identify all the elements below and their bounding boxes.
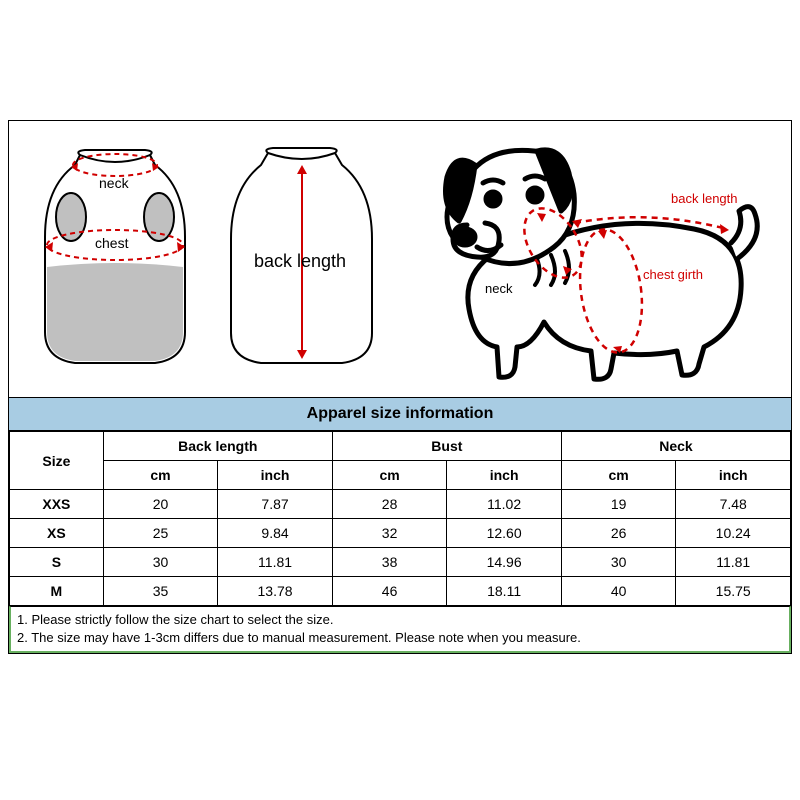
label-neck-dog: neck: [485, 281, 512, 296]
cell: 30: [103, 548, 218, 577]
note-line-2: 2. The size may have 1-3cm differs due t…: [17, 629, 783, 647]
cell-size: XXS: [10, 490, 104, 519]
cell: 19: [561, 490, 676, 519]
cell: 14.96: [447, 548, 562, 577]
cell: 18.11: [447, 577, 562, 606]
vest-back-icon: back length: [224, 147, 379, 367]
cell: 35: [103, 577, 218, 606]
cell: 30: [561, 548, 676, 577]
col-nk-cm: cm: [561, 461, 676, 490]
col-bl-cm: cm: [103, 461, 218, 490]
header-row-1: Size Back length Bust Neck: [10, 432, 791, 461]
cell: 10.24: [676, 519, 791, 548]
cell: 28: [332, 490, 447, 519]
size-table: Size Back length Bust Neck cm inch cm in…: [9, 431, 791, 606]
cell-size: XS: [10, 519, 104, 548]
col-bu-cm: cm: [332, 461, 447, 490]
note-line-1: 1. Please strictly follow the size chart…: [17, 611, 783, 629]
size-chart-container: neck chest back length: [8, 120, 792, 654]
cell-size: M: [10, 577, 104, 606]
cell: 11.81: [218, 548, 333, 577]
col-bl-in: inch: [218, 461, 333, 490]
cell: 12.60: [447, 519, 562, 548]
label-neck: neck: [99, 175, 129, 191]
cell: 38: [332, 548, 447, 577]
cell: 7.48: [676, 490, 791, 519]
table-row: XS 25 9.84 32 12.60 26 10.24: [10, 519, 791, 548]
table-row: S 30 11.81 38 14.96 30 11.81: [10, 548, 791, 577]
cell: 7.87: [218, 490, 333, 519]
col-bust: Bust: [332, 432, 561, 461]
dog-icon: back length chest girth neck: [419, 129, 779, 389]
cell: 15.75: [676, 577, 791, 606]
label-chest-girth: chest girth: [643, 267, 703, 282]
vest-front-icon: neck chest: [35, 147, 195, 367]
col-back-length: Back length: [103, 432, 332, 461]
cell: 13.78: [218, 577, 333, 606]
cell: 40: [561, 577, 676, 606]
table-row: M 35 13.78 46 18.11 40 15.75: [10, 577, 791, 606]
cell: 46: [332, 577, 447, 606]
cell: 32: [332, 519, 447, 548]
cell: 9.84: [218, 519, 333, 548]
diagram-area: neck chest back length: [9, 121, 791, 397]
table-body: XXS 20 7.87 28 11.02 19 7.48 XS 25 9.84 …: [10, 490, 791, 606]
col-size: Size: [10, 432, 104, 490]
cell: 11.81: [676, 548, 791, 577]
col-neck: Neck: [561, 432, 790, 461]
header-row-2: cm inch cm inch cm inch: [10, 461, 791, 490]
cell: 11.02: [447, 490, 562, 519]
col-nk-in: inch: [676, 461, 791, 490]
cell: 26: [561, 519, 676, 548]
col-bu-in: inch: [447, 461, 562, 490]
table-row: XXS 20 7.87 28 11.02 19 7.48: [10, 490, 791, 519]
notes-box: 1. Please strictly follow the size chart…: [9, 606, 791, 653]
label-back-length: back length: [254, 251, 346, 272]
label-chest: chest: [95, 235, 128, 251]
cell: 20: [103, 490, 218, 519]
cell-size: S: [10, 548, 104, 577]
label-back-length-dog: back length: [671, 191, 738, 206]
cell: 25: [103, 519, 218, 548]
title-bar: Apparel size information: [9, 397, 791, 431]
